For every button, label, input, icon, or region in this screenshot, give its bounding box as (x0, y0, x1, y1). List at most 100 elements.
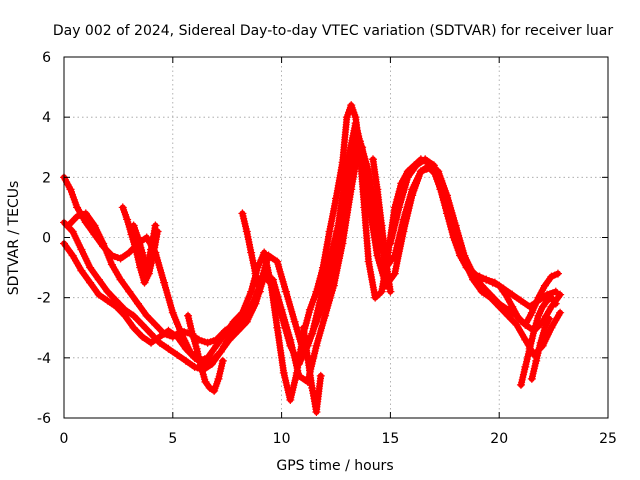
y-tick-label: -4 (37, 351, 51, 367)
plus-marker (532, 298, 540, 306)
series-fragment-2 (129, 221, 160, 275)
series-fragment-7 (516, 293, 560, 389)
plus-marker (334, 224, 342, 232)
plus-marker (532, 359, 540, 367)
plus-marker (138, 246, 146, 254)
plus-marker (520, 319, 528, 327)
plus-marker (150, 319, 158, 327)
plus-marker (211, 344, 219, 352)
plus-marker (67, 249, 75, 257)
plus-marker (305, 308, 313, 316)
plus-marker (382, 255, 390, 263)
x-tick-label: 5 (168, 431, 177, 447)
plus-marker (124, 285, 131, 293)
x-tick-label: 0 (60, 431, 69, 447)
plus-marker (554, 293, 562, 301)
plus-marker (338, 242, 346, 250)
y-tick-label: 0 (42, 231, 51, 247)
series-fragment-8 (527, 314, 554, 383)
plus-marker (506, 289, 514, 297)
plus-marker (180, 355, 188, 363)
plus-marker (320, 314, 328, 322)
plus-marker (527, 311, 534, 319)
plus-marker (369, 207, 377, 215)
plus-marker (279, 366, 287, 374)
plus-marker (317, 375, 324, 382)
plus-marker (290, 315, 298, 323)
plus-marker (79, 210, 87, 218)
plus-marker (286, 333, 294, 341)
plus-marker (111, 295, 118, 303)
y-tick-label: 4 (42, 110, 51, 126)
plus-marker (407, 188, 415, 196)
plus-marker (538, 305, 546, 313)
plus-marker (72, 201, 80, 209)
plus-marker (332, 197, 339, 205)
plus-marker (133, 231, 141, 239)
plus-marker (84, 276, 92, 284)
plus-marker (515, 295, 523, 303)
plus-marker (71, 214, 79, 222)
y-tick-label: -2 (37, 291, 51, 307)
y-tick-label: 6 (42, 50, 51, 66)
y-tick-label: 2 (42, 170, 51, 186)
plus-marker (541, 292, 549, 300)
plus-marker (550, 297, 558, 305)
plus-marker (351, 111, 359, 119)
data-point (151, 320, 160, 329)
plus-marker (294, 369, 302, 377)
plus-marker (101, 295, 109, 303)
plus-marker (343, 164, 350, 172)
data-point (64, 221, 73, 230)
plus-marker (488, 278, 496, 286)
plus-marker (154, 334, 162, 342)
y-tick-label: -6 (37, 411, 51, 427)
plus-marker (67, 226, 75, 234)
plus-marker (386, 285, 394, 293)
plus-marker (428, 160, 436, 168)
plus-marker (93, 273, 101, 281)
plus-marker (271, 256, 279, 264)
plus-marker (479, 275, 487, 283)
plus-marker (546, 326, 554, 334)
plus-marker (122, 213, 130, 221)
plus-marker (89, 219, 97, 227)
plus-marker (151, 224, 159, 232)
plus-marker (307, 332, 315, 340)
plus-marker (502, 310, 510, 318)
plus-marker (329, 284, 337, 292)
plus-marker (201, 375, 209, 383)
plus-marker (208, 385, 216, 393)
plus-marker (423, 165, 431, 173)
plus-marker (546, 275, 554, 283)
plus-marker (497, 283, 505, 291)
plus-marker (85, 261, 93, 269)
plus-marker (416, 170, 424, 178)
plus-marker (80, 216, 88, 224)
plus-marker (205, 358, 213, 366)
plus-marker (447, 213, 455, 221)
x-tick-label: 15 (381, 431, 399, 447)
plus-marker (325, 230, 333, 238)
series-track-c (60, 137, 565, 386)
plus-marker (541, 300, 549, 308)
plus-marker (376, 290, 383, 298)
plus-marker (546, 305, 554, 313)
x-axis-title: GPS time / hours (276, 458, 393, 474)
plus-marker (534, 314, 542, 322)
plus-marker (507, 300, 515, 308)
plus-marker (76, 264, 84, 272)
plus-marker (115, 273, 123, 281)
plus-marker (147, 248, 154, 256)
plus-marker (192, 342, 200, 350)
plus-marker (360, 153, 368, 161)
plus-marker (98, 237, 106, 245)
plus-marker (209, 337, 217, 345)
plus-marker (455, 243, 463, 251)
plus-marker (158, 328, 166, 336)
plus-marker (308, 381, 316, 389)
plus-marker (510, 310, 518, 318)
plus-marker (472, 271, 480, 279)
plus-marker (224, 335, 232, 343)
plus-marker (136, 261, 143, 269)
